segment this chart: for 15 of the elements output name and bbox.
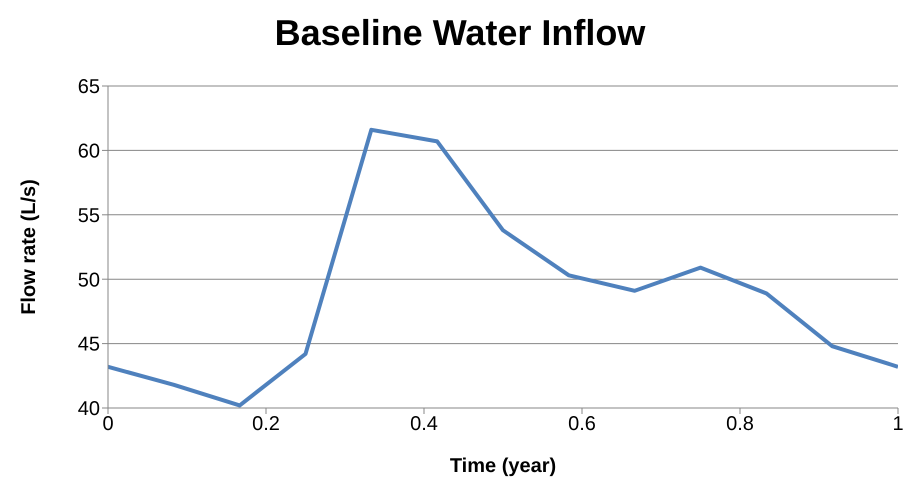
x-tick-label: 0.6 [568,413,596,436]
x-tick-label: 0.4 [410,413,438,436]
y-tick-label: 60 [78,140,100,162]
y-axis-title: Flow rate (L/s) [18,179,40,315]
y-tick-label: 45 [78,334,100,356]
chart-title: Baseline Water Inflow [274,11,646,55]
y-tick-label: 65 [78,76,100,98]
y-tick-label: 55 [78,204,100,227]
x-tick-label: 1 [892,413,904,436]
x-tick-label: 0.8 [726,413,754,436]
x-tick-label: 0 [102,413,114,436]
y-tick-label: 40 [78,398,100,420]
y-tick-label: 50 [78,269,100,292]
x-tick-label: 0.2 [252,413,280,436]
x-axis-title: Time (year) [450,455,556,477]
